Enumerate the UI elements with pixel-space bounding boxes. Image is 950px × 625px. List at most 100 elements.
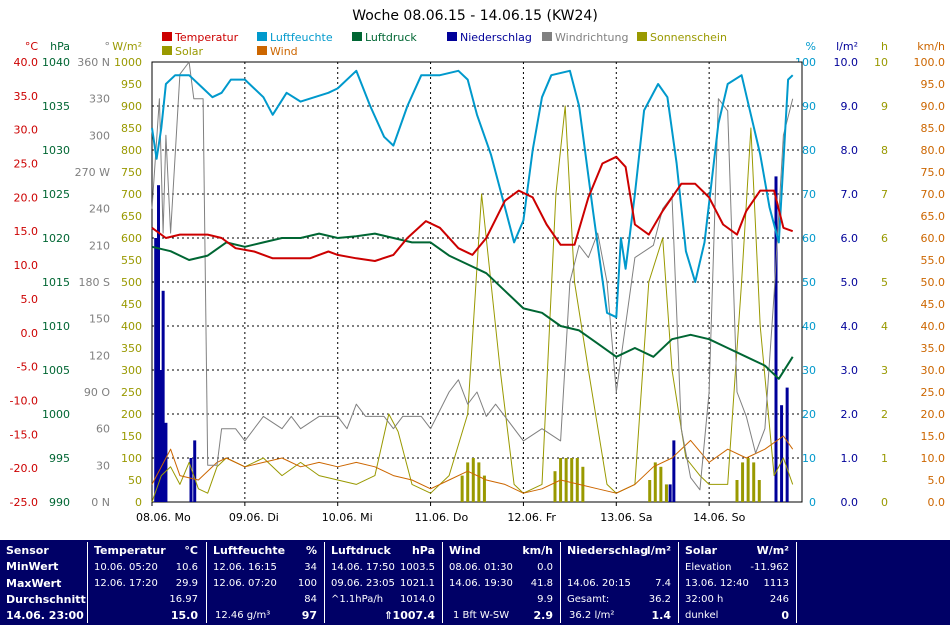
niederschlag-header: Niederschlag: [567, 544, 649, 557]
axis-unit: l/m²: [836, 40, 858, 53]
axis-tick-label: 15.0: [921, 430, 946, 443]
x-tick-label: 14.06. So: [693, 511, 745, 524]
sonnenschein-bar: [581, 466, 585, 502]
wind-column: Wind km/h 08.06. 01:30 0.0 14.06. 19:30 …: [445, 540, 557, 625]
axis-tick-label: 360 N: [77, 56, 110, 69]
axis-tick-label: 4.0: [841, 320, 859, 333]
legend-label: Wind: [270, 45, 298, 58]
axis-unit: hPa: [50, 40, 70, 53]
luftdruck-max-time: 09.06. 23:05: [331, 578, 395, 589]
axis-tick-label: 70: [802, 188, 816, 201]
niederschlag-bar: [157, 185, 160, 502]
axis-tick-label: 8: [881, 144, 888, 157]
temperatur-column: Temperatur °C 10.06. 05:20 10.6 12.06. 1…: [90, 540, 202, 625]
axis-tick-label: 10.0: [834, 56, 859, 69]
luftfeuchte-avg: 84: [304, 594, 317, 605]
axis-tick-label: 270 W: [75, 166, 110, 179]
legend-label: Sonnenschein: [650, 31, 727, 44]
sonnenschein-bar: [575, 458, 579, 502]
niederschlag-bar: [189, 458, 193, 502]
niederschlag-now: 1.4: [651, 609, 672, 622]
niederschlag-column: Niederschlag l/m² 14.06. 20:15 7.4 Gesam…: [563, 540, 675, 625]
row-label-max: MaxWert: [6, 577, 62, 590]
axis-tick-label: 7: [881, 188, 888, 201]
niederschlag-max-time: 14.06. 20:15: [567, 578, 631, 589]
column-separator: [442, 542, 443, 623]
luftdruck-header: Luftdruck: [331, 544, 391, 557]
niederschlag-gesamt-label: Gesamt:: [567, 594, 610, 605]
sonnenschein-bar: [746, 458, 750, 502]
niederschlag-max: 7.4: [655, 578, 671, 589]
solar-max: 1113: [763, 578, 789, 589]
niederschlag-bar: [668, 484, 672, 502]
axis-tick-label: 35.0: [921, 342, 946, 355]
axis-tick-label: 60: [802, 232, 816, 245]
axis-tick-label: 65.0: [921, 210, 946, 223]
solar-elev-label: Elevation: [685, 562, 732, 573]
sonnenschein-bar: [460, 475, 464, 502]
legend-swatch: [447, 32, 457, 41]
sonnenschein-bar: [648, 480, 652, 502]
legend-swatch: [542, 32, 552, 41]
current-timestamp: 14.06. 23:00: [6, 609, 84, 622]
axis-tick-label: 15.0: [14, 225, 39, 238]
axis-tick-label: 900: [121, 100, 142, 113]
axis-tick-label: 3: [881, 364, 888, 377]
luftdruck-min-time: 14.06. 17:50: [331, 562, 395, 573]
legend-label: Luftdruck: [365, 31, 417, 44]
axis-tick-label: 1010: [42, 320, 70, 333]
axis-tick-label: 60.0: [921, 232, 946, 245]
axis-tick-label: 25.0: [14, 158, 39, 171]
luftdruck-min: 1003.5: [400, 562, 435, 573]
sonnenschein-bar: [482, 475, 486, 502]
legend-swatch: [162, 46, 172, 55]
axis-tick-label: 240: [89, 203, 110, 216]
temperatur-now: 15.0: [170, 609, 198, 622]
axis-tick-label: 5.0: [841, 276, 859, 289]
axis-tick-label: 0.0: [841, 496, 859, 509]
axis-tick-label: 2.0: [841, 408, 859, 421]
sonnenschein-bar: [735, 480, 739, 502]
legend-swatch: [257, 46, 267, 55]
axis-tick-label: 85.0: [921, 122, 946, 135]
axis-tick-label: 20.0: [921, 408, 946, 421]
axis-tick-label: 5.0: [928, 474, 946, 487]
solar-state: dunkel: [685, 610, 719, 621]
axis-tick-label: 1015: [42, 276, 70, 289]
wind-header: Wind: [449, 544, 481, 557]
axis-tick-label: 80: [802, 144, 816, 157]
sonnenschein-bar: [471, 458, 475, 502]
x-tick-label: 13.06. Sa: [600, 511, 652, 524]
axis-tick-label: 450: [121, 298, 142, 311]
axis-tick-label: 0: [135, 496, 142, 509]
sonnenschein-bar: [477, 462, 481, 502]
luftdruck-unit: hPa: [411, 544, 435, 557]
axis-tick-label: 1035: [42, 100, 70, 113]
axis-tick-label: 500: [121, 276, 142, 289]
axis-tick-label: 60: [96, 423, 110, 436]
axis-tick-label: 10.0: [14, 259, 39, 272]
sonnenschein-bar: [553, 471, 557, 502]
column-separator: [87, 542, 88, 623]
sonnenschein-bar: [664, 484, 668, 502]
axis-tick-label: 100: [121, 452, 142, 465]
axis-tick-label: 3.0: [841, 364, 859, 377]
luftfeuchte-max-time: 12.06. 07:20: [213, 578, 277, 589]
solar-header: Solar: [685, 544, 718, 557]
axis-tick-label: -20.0: [10, 462, 38, 475]
axis-tick-label: 150: [121, 430, 142, 443]
axis-tick-label: 40: [802, 320, 816, 333]
series-line-luftfeuchte: [151, 69, 794, 319]
wind-min-time: 08.06. 01:30: [449, 562, 513, 573]
axis-tick-label: 180 S: [79, 276, 110, 289]
axis-tick-label: 5.0: [21, 293, 39, 306]
axis-tick-label: 1005: [42, 364, 70, 377]
luftdruck-avg: 1014.0: [400, 594, 435, 605]
luftdruck-column: Luftdruck hPa 14.06. 17:50 1003.5 09.06.…: [327, 540, 439, 625]
sensor-column: Sensor MinWert MaxWert Durchschnitt 14.0…: [0, 540, 86, 625]
series-line-temperatur: [151, 155, 794, 262]
luftfeuchte-column: Luftfeuchte % 12.06. 16:15 34 12.06. 07:…: [209, 540, 321, 625]
wind-max-time: 14.06. 19:30: [449, 578, 513, 589]
axis-tick-label: 330: [89, 93, 110, 106]
column-separator: [796, 542, 797, 623]
